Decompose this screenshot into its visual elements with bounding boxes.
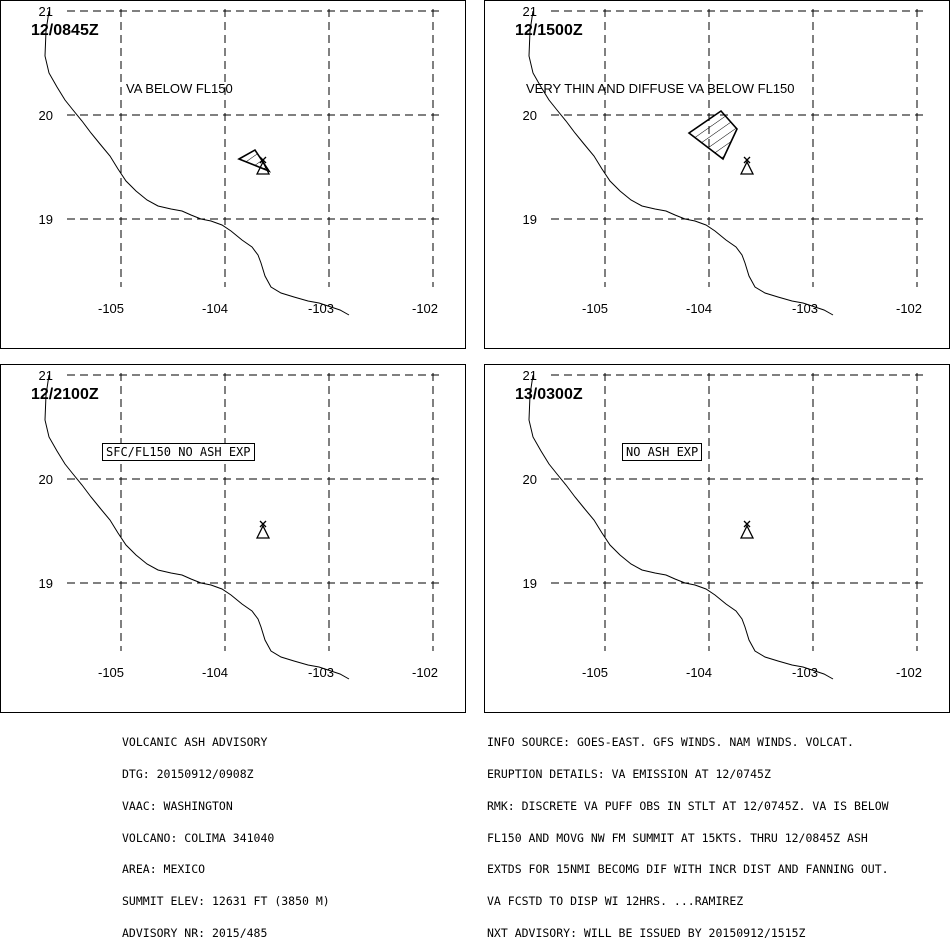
longitude-label: -102 — [896, 301, 922, 316]
longitude-label: -104 — [202, 301, 228, 316]
latitude-label: 20 — [39, 108, 53, 123]
longitude-label: -104 — [202, 665, 228, 680]
coastline — [44, 374, 350, 680]
latitude-label: 21 — [39, 4, 53, 19]
remarks-line: VA FCSTD TO DISP WI 12HRS. ...RAMIREZ — [487, 894, 744, 909]
remarks-line: FL150 AND MOVG NW FM SUMMIT AT 15KTS. TH… — [487, 830, 868, 845]
longitude-label: -105 — [98, 301, 124, 316]
longitude-label: -102 — [896, 665, 922, 680]
remarks-line: ERUPTION DETAILS: VA EMISSION AT 12/0745… — [487, 766, 771, 781]
longitude-label: -104 — [686, 301, 712, 316]
longitude-label: -103 — [308, 301, 334, 316]
remarks-line: INFO SOURCE: GOES-EAST. GFS WINDS. NAM W… — [487, 735, 854, 750]
longitude-label: -103 — [792, 301, 818, 316]
volcano-triangle-icon — [255, 520, 271, 539]
forecast-label: VERY THIN AND DIFFUSE VA BELOW FL150 — [526, 81, 795, 96]
longitude-label: -103 — [308, 665, 334, 680]
volcano-triangle-icon — [739, 520, 755, 539]
graticule — [551, 9, 923, 287]
longitude-label: -105 — [98, 665, 124, 680]
coastline — [528, 374, 834, 680]
latitude-label: 21 — [39, 368, 53, 383]
map-panel: 21 20 19 -105 -104 -103 -102 12/0845Z VA BELOW F… — [0, 0, 466, 349]
valid-time-label: 12/0845Z — [31, 22, 99, 39]
coastline — [528, 10, 834, 316]
advisory-line: VAAC: WASHINGTON — [122, 798, 233, 813]
forecast-label: VA BELOW FL150 — [126, 81, 233, 96]
graticule — [67, 9, 439, 287]
valid-time-label: 12/1500Z — [515, 22, 583, 39]
advisory-remarks-block: INFO SOURCE: GOES-EAST. GFS WINDS. NAM W… — [487, 716, 889, 949]
latitude-label: 19 — [523, 576, 537, 591]
advisory-line: AREA: MEXICO — [122, 862, 206, 877]
longitude-label: -103 — [792, 665, 818, 680]
longitude-label: -104 — [686, 665, 712, 680]
graticule — [67, 373, 439, 651]
latitude-label: 19 — [523, 212, 537, 227]
graticule — [551, 373, 923, 651]
advisory-line: ADVISORY NR: 2015/485 — [122, 925, 268, 940]
advisory-line: DTG: 20150912/0908Z — [122, 766, 254, 781]
ash-cloud-area — [237, 148, 272, 173]
longitude-label: -102 — [412, 665, 438, 680]
map-canvas: 21 20 19 -105 -104 -103 -102 12/0845Z — [31, 4, 439, 316]
map-panel: 21 20 19 -105 -104 -103 -102 12/2100Z SFC/FL150 … — [0, 364, 466, 713]
latitude-label: 20 — [523, 108, 537, 123]
remarks-line: RMK: DISCRETE VA PUFF OBS IN STLT AT 12/… — [487, 798, 889, 813]
latitude-label: 20 — [523, 472, 537, 487]
map-canvas: 21 20 19 -105 -104 -103 -102 12/2100Z — [31, 368, 439, 680]
map-canvas: 21 20 19 -105 -104 -103 -102 12/1500Z — [515, 4, 923, 316]
latitude-label: 20 — [39, 472, 53, 487]
valid-time-label: 12/2100Z — [31, 386, 99, 403]
map-panel: 21 20 19 -105 -104 -103 -102 12/1500Z VERY THIN … — [484, 0, 950, 349]
forecast-boxed-label: NO ASH EXP — [622, 443, 703, 461]
latitude-label: 19 — [39, 576, 53, 591]
map-canvas: 21 20 19 -105 -104 -103 -102 13/0300Z — [515, 368, 923, 680]
advisory-line: VOLCANIC ASH ADVISORY — [122, 735, 268, 750]
advisory-header-block: VOLCANIC ASH ADVISORY DTG: 20150912/0908… — [122, 716, 330, 949]
advisory-line: SUMMIT ELEV: 12631 FT (3850 M) — [122, 894, 330, 909]
forecast-boxed-label: SFC/FL150 NO ASH EXP — [102, 443, 255, 461]
latitude-label: 19 — [39, 212, 53, 227]
longitude-label: -102 — [412, 301, 438, 316]
longitude-label: -105 — [582, 665, 608, 680]
volcano-triangle-icon — [255, 156, 271, 175]
longitude-label: -105 — [582, 301, 608, 316]
coastline — [44, 10, 350, 316]
ash-cloud-area — [687, 109, 738, 161]
advisory-line: VOLCANO: COLIMA 341040 — [122, 830, 275, 845]
valid-time-label: 13/0300Z — [515, 386, 583, 403]
map-panel: 21 20 19 -105 -104 -103 -102 13/0300Z NO ASH EXP — [484, 364, 950, 713]
latitude-label: 21 — [523, 368, 537, 383]
remarks-line: NXT ADVISORY: WILL BE ISSUED BY 20150912… — [487, 925, 806, 940]
latitude-label: 21 — [523, 4, 537, 19]
volcano-triangle-icon — [739, 156, 755, 175]
remarks-line: EXTDS FOR 15NMI BECOMG DIF WITH INCR DIS… — [487, 862, 889, 877]
